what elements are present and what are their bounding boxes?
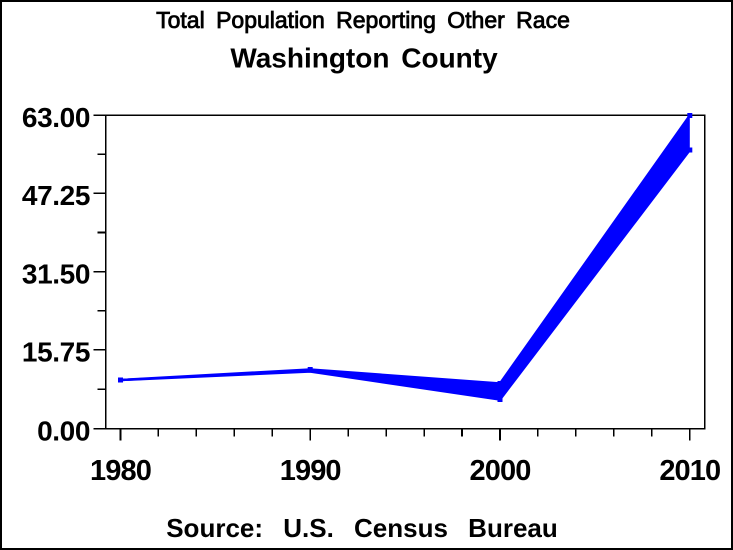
svg-text:Washington County: Washington County [230, 42, 498, 73]
svg-text:2000: 2000 [470, 455, 531, 487]
svg-text:63.00: 63.00 [22, 102, 90, 133]
svg-text:Source: U.S. Census Bureau: Source: U.S. Census Bureau [166, 513, 558, 543]
svg-text:15.75: 15.75 [22, 337, 90, 368]
svg-text:0.00: 0.00 [37, 416, 90, 447]
svg-text:Total Population Reporting Oth: Total Population Reporting Other Race [156, 7, 570, 33]
svg-text:31.50: 31.50 [22, 259, 90, 290]
svg-text:1990: 1990 [280, 455, 341, 487]
svg-text:47.25: 47.25 [22, 180, 90, 211]
svg-text:2010: 2010 [659, 455, 720, 487]
svg-text:1980: 1980 [90, 455, 151, 487]
